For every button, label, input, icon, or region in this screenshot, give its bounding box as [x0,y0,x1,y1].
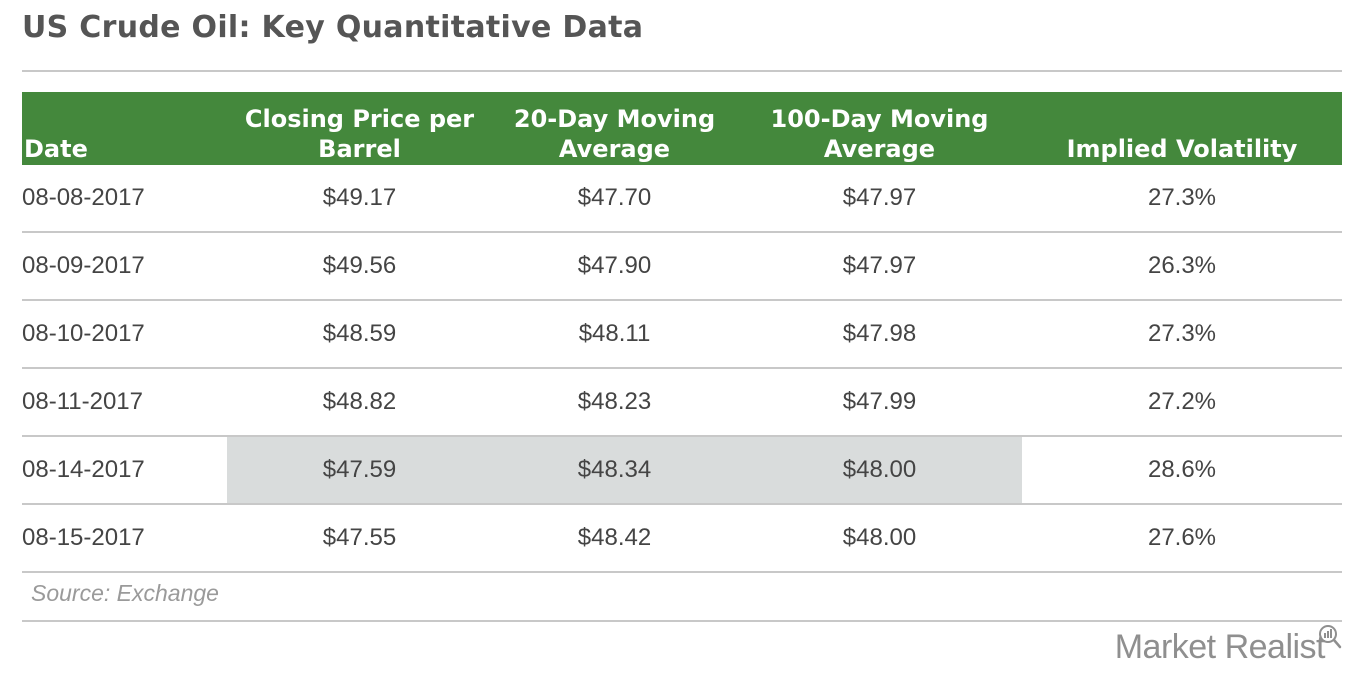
cell-100-day-ma: $47.97 [737,165,1022,233]
cell-implied-volatility: 27.3% [1022,165,1342,233]
cell-implied-volatility: 27.3% [1022,300,1342,369]
cell-20-day-ma: $48.34 [492,436,737,505]
source-note: Source: Exchange [31,580,219,606]
magnifier-chart-icon [1319,625,1342,649]
cell-20-day-ma: $48.23 [492,368,737,437]
header-date: Date [22,92,227,165]
cell-date: 08-08-2017 [22,165,227,233]
cell-closing-price: $47.55 [227,504,492,573]
cell-100-day-ma: $48.00 [737,504,1022,573]
table-row: 08-11-2017 $48.82 $48.23 $47.99 27.2% [22,368,1342,437]
cell-date: 08-11-2017 [22,368,227,437]
cell-closing-price: $47.59 [227,436,492,505]
cell-100-day-ma: $47.98 [737,300,1022,369]
cell-date: 08-15-2017 [22,504,227,573]
cell-closing-price: $48.82 [227,368,492,437]
table-row: 08-09-2017 $49.56 $47.90 $47.97 26.3% [22,232,1342,301]
cell-20-day-ma: $48.11 [492,300,737,369]
cell-implied-volatility: 27.6% [1022,504,1342,573]
table-row-highlighted: 08-14-2017 $47.59 $48.34 $48.00 28.6% [22,436,1342,505]
cell-implied-volatility: 26.3% [1022,232,1342,301]
cell-implied-volatility: 28.6% [1022,436,1342,505]
bottom-divider [22,620,1342,622]
cell-date: 08-09-2017 [22,232,227,301]
header-20-day-ma: 20-Day Moving Average [492,92,737,165]
top-divider [22,70,1342,72]
brand-logo: Market Realist [1114,625,1343,667]
cell-20-day-ma: $47.90 [492,232,737,301]
table-row: 08-10-2017 $48.59 $48.11 $47.98 27.3% [22,300,1342,369]
cell-closing-price: $48.59 [227,300,492,369]
brand-name: Market Realist [1114,628,1326,666]
header-implied-volatility: Implied Volatility [1022,92,1342,165]
cell-100-day-ma: $47.99 [737,368,1022,437]
cell-100-day-ma: $48.00 [737,436,1022,505]
header-row: Date Closing Price per Barrel 20-Day Mov… [22,92,1342,165]
cell-20-day-ma: $48.42 [492,504,737,573]
data-table: Date Closing Price per Barrel 20-Day Mov… [22,92,1342,573]
cell-closing-price: $49.17 [227,165,492,233]
cell-100-day-ma: $47.97 [737,232,1022,301]
cell-date: 08-14-2017 [22,436,227,505]
table-row: 08-08-2017 $49.17 $47.70 $47.97 27.3% [22,165,1342,233]
header-closing-price: Closing Price per Barrel [227,92,492,165]
page-title: US Crude Oil: Key Quantitative Data [22,10,644,45]
header-100-day-ma: 100-Day Moving Average [737,92,1022,165]
cell-closing-price: $49.56 [227,232,492,301]
cell-20-day-ma: $47.70 [492,165,737,233]
table-row: 08-15-2017 $47.55 $48.42 $48.00 27.6% [22,504,1342,573]
cell-date: 08-10-2017 [22,300,227,369]
cell-implied-volatility: 27.2% [1022,368,1342,437]
